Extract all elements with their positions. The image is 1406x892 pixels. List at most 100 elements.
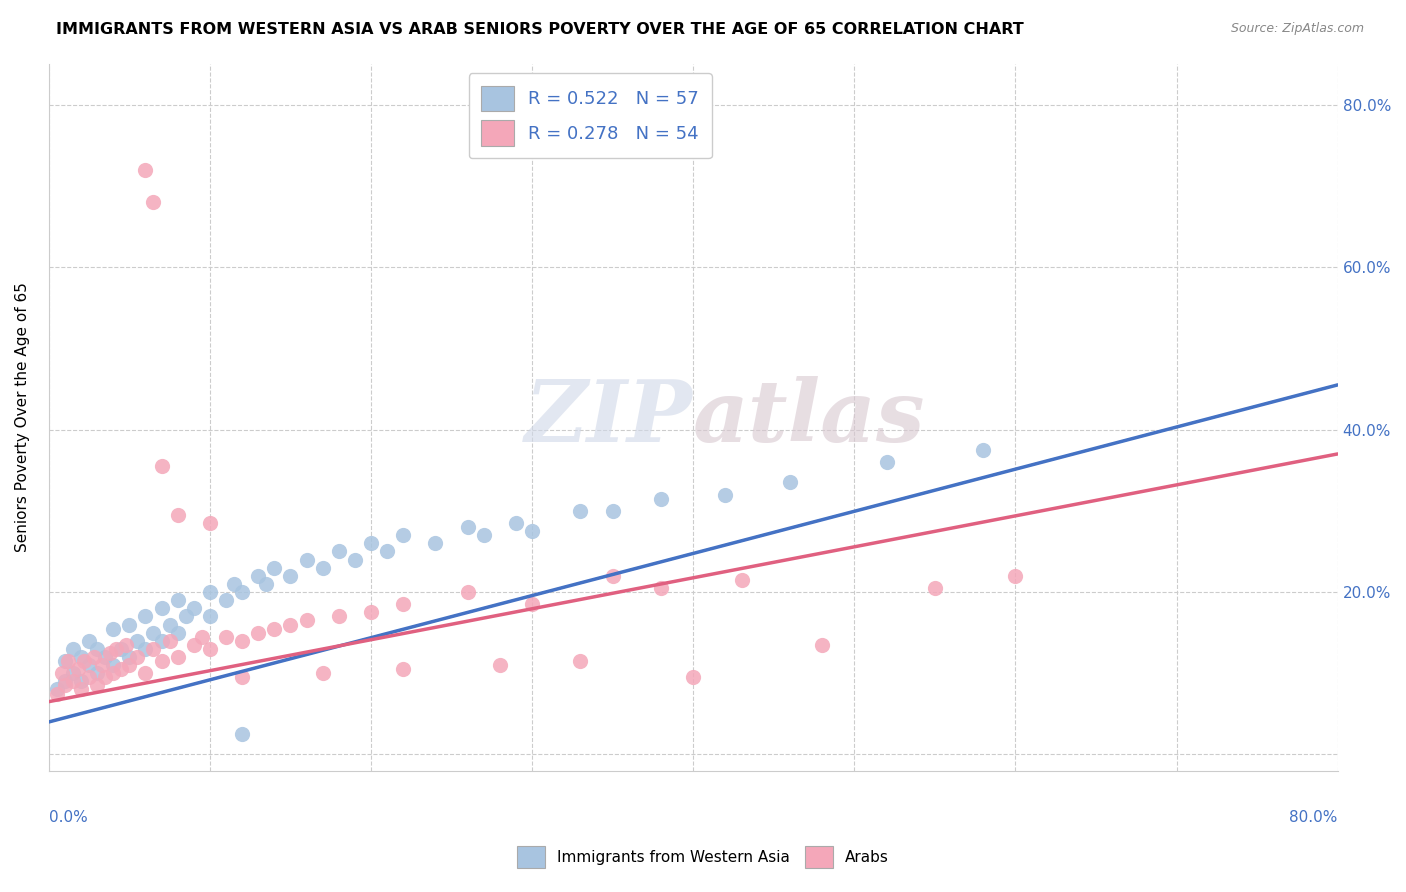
- Point: [110, 662, 132, 676]
- Point: [311, 666, 333, 681]
- Point: [62, 674, 84, 689]
- Point: [53, 674, 76, 689]
- Point: [127, 633, 149, 648]
- Point: [191, 630, 214, 644]
- Point: [198, 585, 221, 599]
- Point: [328, 609, 350, 624]
- Point: [105, 641, 128, 656]
- Point: [1004, 568, 1026, 582]
- Point: [730, 573, 752, 587]
- Point: [602, 504, 624, 518]
- Point: [94, 670, 117, 684]
- Point: [360, 605, 382, 619]
- Point: [174, 609, 197, 624]
- Point: [392, 597, 415, 611]
- Point: [360, 536, 382, 550]
- Point: [77, 658, 100, 673]
- Point: [311, 560, 333, 574]
- Point: [183, 601, 205, 615]
- Point: [650, 581, 672, 595]
- Point: [263, 560, 285, 574]
- Text: 0.0%: 0.0%: [49, 810, 87, 824]
- Point: [53, 654, 76, 668]
- Point: [53, 678, 76, 692]
- Point: [231, 633, 253, 648]
- Point: [183, 638, 205, 652]
- Point: [166, 508, 188, 522]
- Point: [231, 585, 253, 599]
- Point: [66, 662, 89, 676]
- Point: [425, 536, 447, 550]
- Point: [142, 641, 165, 656]
- Point: [90, 658, 112, 673]
- Y-axis label: Seniors Poverty Over the Age of 65: Seniors Poverty Over the Age of 65: [15, 283, 30, 552]
- Point: [166, 593, 188, 607]
- Point: [222, 577, 245, 591]
- Point: [70, 674, 93, 689]
- Point: [134, 609, 156, 624]
- Point: [86, 678, 108, 692]
- Point: [103, 658, 125, 673]
- Point: [150, 601, 173, 615]
- Point: [295, 614, 318, 628]
- Point: [328, 544, 350, 558]
- Point: [811, 638, 834, 652]
- Point: [110, 641, 132, 656]
- Point: [45, 687, 67, 701]
- Point: [77, 670, 100, 684]
- Point: [280, 568, 302, 582]
- Point: [375, 544, 398, 558]
- Point: [520, 597, 543, 611]
- Point: [115, 638, 138, 652]
- Point: [159, 617, 181, 632]
- Point: [142, 625, 165, 640]
- Point: [280, 617, 302, 632]
- Point: [198, 641, 221, 656]
- Point: [650, 491, 672, 506]
- Point: [505, 516, 527, 530]
- Point: [70, 650, 93, 665]
- Point: [70, 682, 93, 697]
- Point: [62, 641, 84, 656]
- Legend: R = 0.522   N = 57, R = 0.278   N = 54: R = 0.522 N = 57, R = 0.278 N = 54: [468, 73, 711, 159]
- Point: [142, 195, 165, 210]
- Point: [489, 658, 512, 673]
- Point: [94, 650, 117, 665]
- Point: [166, 625, 188, 640]
- Point: [98, 646, 121, 660]
- Point: [86, 641, 108, 656]
- Point: [150, 654, 173, 668]
- Point: [198, 609, 221, 624]
- Point: [520, 524, 543, 538]
- Point: [263, 622, 285, 636]
- Point: [392, 662, 415, 676]
- Text: 80.0%: 80.0%: [1289, 810, 1337, 824]
- Point: [392, 528, 415, 542]
- Point: [77, 633, 100, 648]
- Point: [83, 650, 105, 665]
- Point: [159, 633, 181, 648]
- Point: [198, 516, 221, 530]
- Text: atlas: atlas: [693, 376, 925, 459]
- Point: [150, 633, 173, 648]
- Point: [150, 459, 173, 474]
- Point: [457, 585, 479, 599]
- Point: [231, 670, 253, 684]
- Point: [247, 568, 270, 582]
- Point: [876, 455, 898, 469]
- Point: [45, 682, 67, 697]
- Text: IMMIGRANTS FROM WESTERN ASIA VS ARAB SENIORS POVERTY OVER THE AGE OF 65 CORRELAT: IMMIGRANTS FROM WESTERN ASIA VS ARAB SEN…: [56, 22, 1024, 37]
- Legend: Immigrants from Western Asia, Arabs: Immigrants from Western Asia, Arabs: [505, 834, 901, 880]
- Point: [972, 442, 994, 457]
- Point: [343, 552, 366, 566]
- Point: [103, 622, 125, 636]
- Point: [254, 577, 277, 591]
- Point: [569, 504, 592, 518]
- Point: [472, 528, 495, 542]
- Point: [457, 520, 479, 534]
- Point: [86, 666, 108, 681]
- Point: [569, 654, 592, 668]
- Text: Source: ZipAtlas.com: Source: ZipAtlas.com: [1230, 22, 1364, 36]
- Point: [56, 654, 79, 668]
- Point: [215, 630, 238, 644]
